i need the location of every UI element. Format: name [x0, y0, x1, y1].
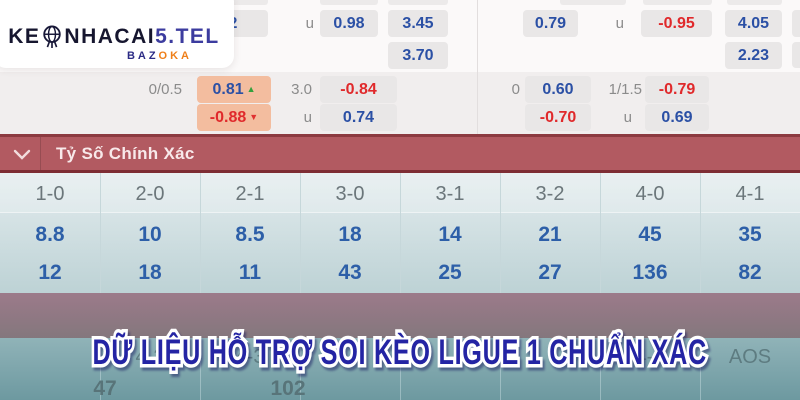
cell-sliver: [388, 0, 448, 5]
score-header: 3-1: [435, 183, 465, 205]
odds-cell[interactable]: -0.70: [525, 104, 591, 131]
odds-cell[interactable]: 0.60: [525, 76, 591, 103]
score-header: 3-2: [535, 183, 565, 205]
column-divider: [600, 173, 601, 293]
gradient-band: [0, 293, 800, 338]
under-label: u: [303, 109, 312, 126]
column-divider: [600, 338, 601, 400]
logo-badge-navy: BAZ: [126, 50, 159, 62]
handicap-label: 0/0.5: [148, 81, 182, 98]
handicap-label: 3.0: [291, 81, 312, 98]
column-divider: [500, 338, 501, 400]
odds-cell[interactable]: 4.05: [725, 10, 782, 37]
odds-cell[interactable]: 0.69: [645, 104, 709, 131]
score-odds[interactable]: 136: [632, 261, 668, 284]
column-divider: [700, 173, 701, 293]
score-header: 2-1: [235, 183, 265, 205]
cut-odds-cell: [792, 10, 800, 37]
score-odds[interactable]: 18: [138, 261, 162, 284]
odds-cell[interactable]: 0.74: [320, 104, 397, 131]
column-divider: [300, 338, 301, 400]
score-odds[interactable]: 27: [538, 261, 562, 284]
score-odds[interactable]: 21: [538, 223, 562, 246]
logo-domain: 5.TEL: [155, 25, 220, 48]
globe-mascot-icon: [43, 25, 62, 48]
score-odds[interactable]: 8.8: [35, 223, 65, 246]
logo-prefix: KE: [8, 25, 41, 48]
odds-cell-highlighted[interactable]: -0.88 ▼: [197, 104, 271, 131]
score-header: 4-4: [635, 346, 665, 368]
handicap-label: 0: [511, 81, 520, 98]
cell-sliver: [560, 0, 626, 5]
odds-up-icon: ▲: [246, 84, 256, 94]
score-odds[interactable]: 35: [738, 223, 762, 246]
odds-down-icon: ▼: [249, 112, 259, 122]
correct-score-section-header[interactable]: [0, 137, 800, 170]
odds-cell[interactable]: 2.23: [725, 42, 782, 69]
score-header: 4-2: [135, 346, 165, 368]
column-divider: [400, 173, 401, 293]
odds-cell[interactable]: -0.84: [320, 76, 397, 103]
cut-odds-cell: [792, 42, 800, 68]
column-divider: [300, 173, 301, 293]
odds-cell[interactable]: 0.79: [523, 10, 578, 37]
cell-sliver: [643, 0, 712, 5]
score-odds[interactable]: 45: [638, 223, 662, 246]
odds-cell[interactable]: -0.95: [641, 10, 712, 37]
under-label: u: [615, 15, 624, 32]
odds-cell[interactable]: 0.98: [320, 10, 378, 37]
score-odds[interactable]: 14: [438, 223, 462, 246]
column-divider: [200, 338, 201, 400]
score-odds[interactable]: 12: [38, 261, 62, 284]
logo-badge: BAZOKA: [0, 50, 234, 62]
under-label: u: [623, 109, 632, 126]
score-header: 4-0: [635, 183, 665, 205]
score-header-aos: AOS: [728, 346, 772, 368]
logo-badge-orange: OKA: [158, 50, 192, 62]
column-divider: [500, 173, 501, 293]
section-divider-line: [0, 134, 800, 137]
logo-wordmark: KE NHACAI 5.TEL: [0, 24, 234, 50]
score-odds[interactable]: 47: [93, 377, 117, 400]
score-odds[interactable]: 43: [338, 261, 362, 284]
score-odds[interactable]: 25: [438, 261, 462, 284]
score-header: 4-1: [735, 183, 765, 205]
band-bottom-line: [0, 170, 800, 173]
column-divider: [700, 338, 701, 400]
score-odds[interactable]: 10: [138, 223, 162, 246]
score-header: 4-3: [235, 346, 265, 368]
match-column-divider: [477, 0, 478, 134]
cell-sliver: [320, 0, 378, 5]
handicap-label: 1/1.5: [608, 81, 642, 98]
column-divider: [100, 338, 101, 400]
bottom-score-table: [0, 338, 800, 400]
column-divider: [200, 173, 201, 293]
column-divider: [100, 173, 101, 293]
under-label: u: [305, 15, 314, 32]
score-odds[interactable]: 102: [270, 377, 306, 400]
section-title: Tỷ Số Chính Xác: [56, 143, 195, 163]
column-divider: [400, 338, 401, 400]
chevron-down-icon[interactable]: [13, 149, 31, 160]
odds-cell[interactable]: 3.45: [388, 10, 448, 37]
score-odds[interactable]: 8.5: [235, 223, 265, 246]
odds-cell-highlighted[interactable]: 0.81 ▲: [197, 76, 271, 103]
score-odds[interactable]: 11: [238, 261, 262, 284]
logo-middle: NHACAI: [64, 25, 156, 48]
site-logo[interactable]: KE NHACAI 5.TEL BAZOKA: [0, 0, 234, 68]
score-header: 2-0: [135, 183, 165, 205]
band-divider: [40, 137, 41, 170]
score-header: 1-0: [35, 183, 65, 205]
cell-sliver: [727, 0, 782, 5]
promo-caption-text: DỮ LIỆU HỖ TRỢ SOI KÈO LIGUE 1 CHUẨN XÁC: [92, 333, 708, 372]
odds-cell[interactable]: -0.79: [645, 76, 709, 103]
score-odds[interactable]: 18: [338, 223, 362, 246]
score-odds[interactable]: 82: [738, 261, 762, 284]
odds-cell[interactable]: 3.70: [388, 42, 448, 69]
promo-caption-outline: DỮ LIỆU HỖ TRỢ SOI KÈO LIGUE 1 CHUẨN XÁC: [90, 330, 709, 376]
promo-caption: DỮ LIỆU HỖ TRỢ SOI KÈO LIGUE 1 CHUẨN XÁC…: [0, 329, 800, 377]
score-header: 3-0: [335, 183, 365, 205]
